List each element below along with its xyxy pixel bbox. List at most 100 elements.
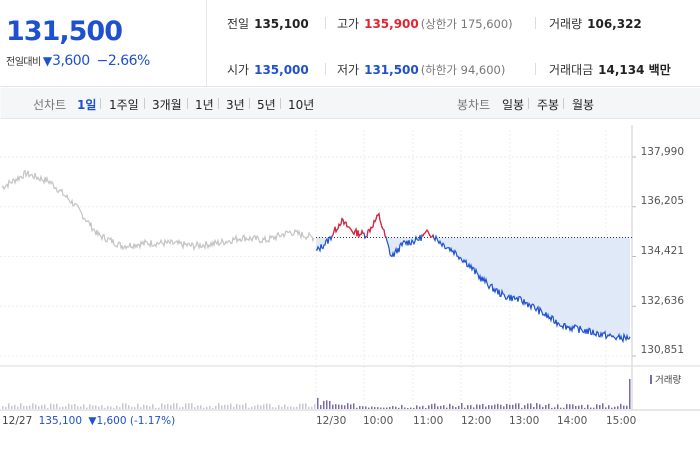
tab-separator: [249, 98, 250, 109]
volume-bar: [374, 407, 376, 409]
x-tick-label: 10:00: [363, 415, 394, 427]
volume-bar: [617, 406, 619, 409]
volume-bar: [176, 403, 178, 409]
volume-bar: [134, 407, 136, 409]
volume-bar: [578, 405, 580, 409]
volume-bar: [308, 406, 310, 409]
volume-bar: [53, 404, 55, 409]
stat-value: 131,500: [364, 63, 419, 77]
tab-5-years[interactable]: 5년: [257, 98, 276, 112]
volume-bar: [149, 406, 151, 409]
tab-3-months[interactable]: 3개월: [152, 98, 182, 112]
volume-bar: [425, 407, 427, 409]
volume-bar: [521, 407, 523, 409]
volume-bar: [83, 404, 85, 409]
volume-bar: [539, 404, 541, 409]
volume-bar: [479, 404, 481, 409]
volume-bar: [2, 406, 4, 409]
volume-bar: [383, 407, 385, 409]
volume-bar: [614, 406, 616, 409]
volume-bar: [551, 407, 553, 409]
volume-bar: [275, 407, 277, 409]
volume-bar: [584, 407, 586, 409]
volume-bar: [281, 406, 283, 409]
volume-bar: [422, 405, 424, 409]
volume-bar: [92, 405, 94, 409]
tab-monthly-candle[interactable]: 월봉: [572, 98, 595, 112]
volume-bar: [428, 405, 430, 409]
volume-bar: [581, 404, 583, 409]
y-tick-label: 132,636: [640, 295, 684, 307]
volume-bar: [272, 407, 274, 409]
volume-bar: [239, 405, 241, 409]
prev-day-info: 12/27 135,100 ▼1,600 (-1.17%): [2, 415, 175, 427]
volume-bar: [365, 406, 367, 409]
series-line-today-up: [331, 217, 365, 239]
volume-bar: [347, 403, 349, 409]
volume-bar: [527, 403, 529, 409]
stat-volume: 거래량 106,322: [549, 15, 642, 32]
volume-bar: [548, 403, 550, 409]
volume-bar: [194, 407, 196, 409]
divider: [535, 63, 536, 75]
volume-bar: [119, 407, 121, 409]
tab-weekly-candle[interactable]: 주봉: [537, 98, 560, 112]
stat-note: (상한가 175,600): [420, 17, 513, 31]
volume-bar: [371, 406, 373, 409]
volume-bar: [542, 406, 544, 409]
volume-bar: [80, 406, 82, 409]
tab-1-week[interactable]: 1주일: [109, 98, 139, 112]
volume-bar: [278, 404, 280, 409]
volume-bar: [350, 404, 352, 409]
tab-1-year[interactable]: 1년: [195, 98, 214, 112]
volume-bar: [554, 407, 556, 409]
volume-bar: [401, 404, 403, 409]
volume-bar: [344, 405, 346, 409]
volume-bar: [524, 405, 526, 409]
volume-bar: [512, 404, 514, 409]
stat-label: 시가: [227, 63, 250, 77]
series-line-prev-day: [1, 169, 315, 252]
volume-bar: [242, 404, 244, 409]
tab-3-years[interactable]: 3년: [226, 98, 245, 112]
volume-bar: [41, 404, 43, 409]
volume-bar: [317, 397, 319, 409]
prev-day-date: 12/27: [2, 415, 33, 427]
volume-bar: [65, 406, 67, 409]
volume-bar: [470, 405, 472, 409]
volume-bar: [488, 405, 490, 409]
volume-bar: [20, 403, 22, 409]
volume-bar: [611, 407, 613, 409]
tab-10-years[interactable]: 10년: [288, 98, 315, 112]
current-price: 131,500: [6, 16, 123, 47]
volume-bar: [185, 403, 187, 409]
stat-open: 시가 135,000: [227, 61, 309, 78]
x-tick-label: 13:00: [509, 415, 540, 427]
volume-bar: [464, 407, 466, 409]
x-tick-label: 12/30: [316, 415, 347, 427]
stat-label: 전일: [227, 17, 250, 31]
volume-bar: [620, 403, 622, 409]
tab-1-day[interactable]: 1일: [77, 98, 97, 112]
stat-value: 135,900: [364, 17, 419, 31]
volume-bar: [575, 405, 577, 409]
volume-bar: [257, 404, 259, 409]
volume-bar: [533, 407, 535, 409]
volume-bar: [449, 403, 451, 409]
tab-daily-candle[interactable]: 일봉: [502, 98, 525, 112]
volume-bar: [419, 406, 421, 409]
volume-bar: [440, 405, 442, 409]
volume-bar: [356, 407, 358, 409]
volume-bar: [23, 405, 25, 409]
volume-bar: [131, 407, 133, 409]
volume-bar: [266, 403, 268, 409]
volume-bar: [473, 407, 475, 409]
volume-bar: [263, 404, 265, 409]
volume-bar: [230, 403, 232, 409]
volume-bar: [56, 403, 58, 409]
volume-bar: [161, 403, 163, 409]
series-line-today-up: [366, 212, 387, 238]
divider: [535, 17, 536, 29]
volume-bar: [152, 404, 154, 409]
